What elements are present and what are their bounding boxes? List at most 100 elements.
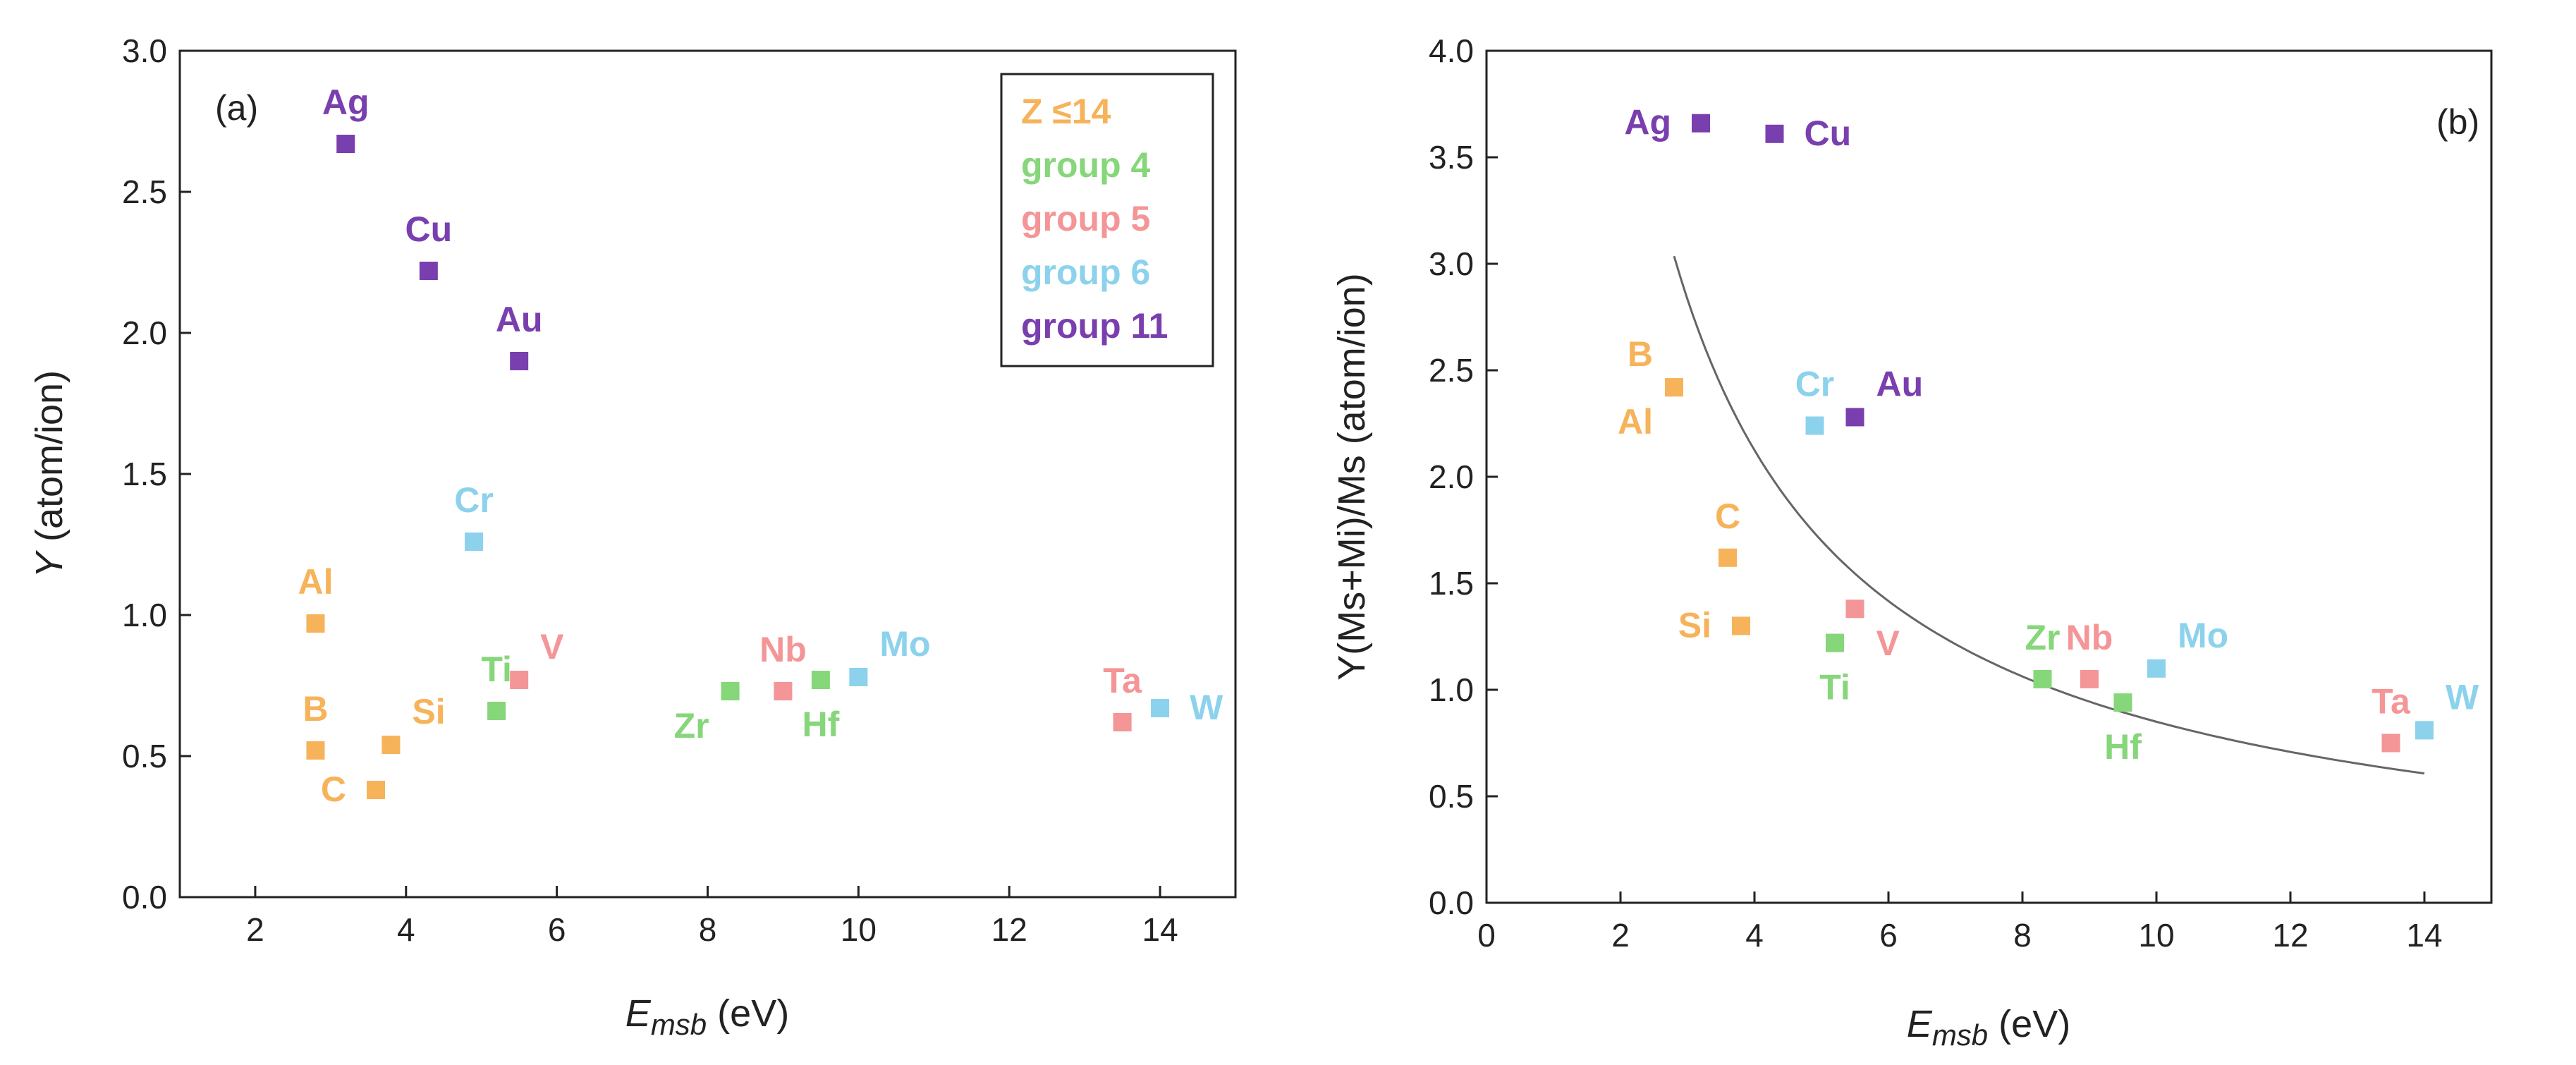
panel-label-b: (b) [2436, 102, 2479, 142]
data-label-hf: Hf [2104, 727, 2142, 767]
x-tick-label: 12 [991, 911, 1027, 948]
data-point-ti [487, 702, 506, 720]
data-point-v [1845, 600, 1864, 619]
fit-curve [1673, 255, 2425, 775]
data-point-au [510, 352, 529, 370]
data-point-cu [419, 262, 438, 280]
x-tick-label: 8 [699, 911, 717, 948]
x-tick-label: 6 [548, 911, 566, 948]
data-label-cu: Cu [1805, 114, 1852, 153]
y-tick-label: 4.0 [1429, 32, 1474, 69]
y-axis-title-b: Y(Ms+Mi)/Ms (atom/ion) [1331, 273, 1373, 681]
legend-entry: group 11 [1021, 306, 1168, 346]
y-tick-label: 1.0 [122, 597, 167, 633]
data-point-hf [811, 671, 830, 689]
x-tick-label: 2 [246, 911, 264, 948]
data-point-si [381, 736, 401, 754]
panel-b: 0 2 4 6 8 10 12 14 0.0 0.5 1.0 1.5 2.0 2.5 3.0 3.5 4.0 A… [1331, 32, 2493, 1052]
data-point-c [1719, 548, 1737, 567]
data-point-au [1845, 408, 1864, 427]
data-point-ag [1692, 114, 1710, 133]
y-tick-label: 0.0 [122, 879, 167, 915]
data-label-al: Al [1618, 402, 1653, 442]
panel-a: 2 4 6 8 10 12 14 0.0 0.5 1.0 1.5 2.0 2.5 3.0 Ag Cu Au Cr… [28, 32, 1237, 1041]
data-label-cr: Cr [1795, 365, 1835, 404]
data-label-cr: Cr [454, 480, 494, 520]
y-axis-title-a: Y (atom/ion) [28, 370, 71, 578]
data-point-cr [1805, 416, 1824, 435]
data-point-zr [721, 682, 740, 700]
data-label-c: C [1715, 497, 1740, 536]
data-point-nb [2080, 669, 2099, 688]
data-label-ag: Ag [1624, 103, 1671, 142]
x-tick-label: 4 [1745, 917, 1764, 954]
data-point-c [367, 781, 386, 799]
x-tick-label: 14 [1142, 911, 1178, 948]
data-point-al [1665, 378, 1683, 397]
data-label-hf: Hf [802, 705, 840, 744]
legend-entry: group 4 [1021, 145, 1151, 185]
legend-entry: group 6 [1021, 252, 1150, 292]
data-label-al: Al [298, 562, 333, 602]
x-axis-title-a: Emsb (eV) [625, 992, 789, 1041]
data-label-si: Si [412, 692, 445, 731]
y-tick-label: 2.5 [1429, 352, 1474, 389]
panel-label-a: (a) [215, 88, 258, 128]
y-tick-label: 1.5 [1429, 565, 1474, 602]
data-label-nb: Nb [759, 630, 807, 669]
y-tick-label: 0.5 [1429, 778, 1474, 815]
data-point-w [2415, 721, 2434, 740]
x-tick-label: 10 [841, 911, 877, 948]
data-label-nb: Nb [2066, 618, 2113, 657]
y-tick-label: 2.0 [122, 315, 167, 351]
ticks-a: 2 4 6 8 10 12 14 0.0 0.5 1.0 1.5 2.0 2.5 3.0 [122, 32, 1178, 948]
data-point-zr [2033, 669, 2052, 688]
x-axis-title-b: Emsb (eV) [1907, 1003, 2070, 1052]
x-tick-label: 8 [2013, 917, 2032, 954]
y-tick-label: 3.5 [1429, 139, 1474, 176]
y-tick-label: 1.0 [1429, 671, 1474, 708]
data-point-ag [336, 135, 355, 153]
y-tick-label: 1.5 [122, 456, 167, 492]
x-tick-label: 12 [2272, 917, 2308, 954]
data-label-mo: Mo [879, 624, 930, 664]
data-point-ta [2381, 734, 2400, 753]
x-tick-label: 14 [2406, 917, 2442, 954]
data-label-ti: Ti [481, 650, 512, 689]
data-label-cu: Cu [405, 209, 453, 249]
data-label-ti: Ti [1819, 668, 1850, 707]
data-label-zr: Zr [674, 706, 709, 746]
x-tick-label: 6 [1879, 917, 1898, 954]
data-point-si [1732, 616, 1750, 635]
y-tick-label: 0.0 [1429, 884, 1474, 921]
data-point-nb [774, 682, 793, 700]
data-label-ta: Ta [1103, 661, 1142, 700]
legend-entry: group 5 [1021, 199, 1150, 238]
data-point-b [306, 741, 325, 760]
data-label-ta: Ta [2371, 682, 2411, 722]
y-tick-label: 3.0 [1429, 245, 1474, 282]
legend: Z ≤14 group 4 group 5 group 6 group 11 [1000, 73, 1214, 367]
x-tick-label: 10 [2138, 917, 2174, 954]
x-tick-label: 0 [1477, 917, 1496, 954]
ticks-b: 0 2 4 6 8 10 12 14 0.0 0.5 1.0 1.5 2.0 2.5 3.0 3.5 4.0 [1429, 32, 2443, 954]
data-label-zr: Zr [2025, 618, 2061, 657]
data-label-w: W [1190, 688, 1223, 727]
legend-entry: Z ≤14 [1021, 92, 1111, 131]
points-b: Ag Cu B Al Cr Au C Si V Ti Zr Nb Hf Mo Ta W [1618, 103, 2479, 767]
data-point-cr [465, 532, 484, 551]
y-tick-label: 0.5 [122, 738, 167, 774]
data-point-cu [1765, 124, 1784, 143]
data-label-mo: Mo [2178, 616, 2228, 655]
legend-box [1000, 73, 1214, 367]
data-point-mo [849, 668, 868, 686]
data-label-si: Si [1678, 605, 1711, 645]
points-a: Ag Cu Au Cr Al B Si C Ti V Zr Nb Hf Mo Ta W [298, 83, 1223, 809]
data-label-au: Au [1876, 364, 1924, 403]
data-point-hf [2113, 693, 2132, 712]
x-tick-label: 4 [397, 911, 415, 948]
y-tick-label: 2.0 [1429, 458, 1474, 495]
data-label-b: B [1628, 334, 1653, 374]
data-point-al [306, 614, 325, 633]
